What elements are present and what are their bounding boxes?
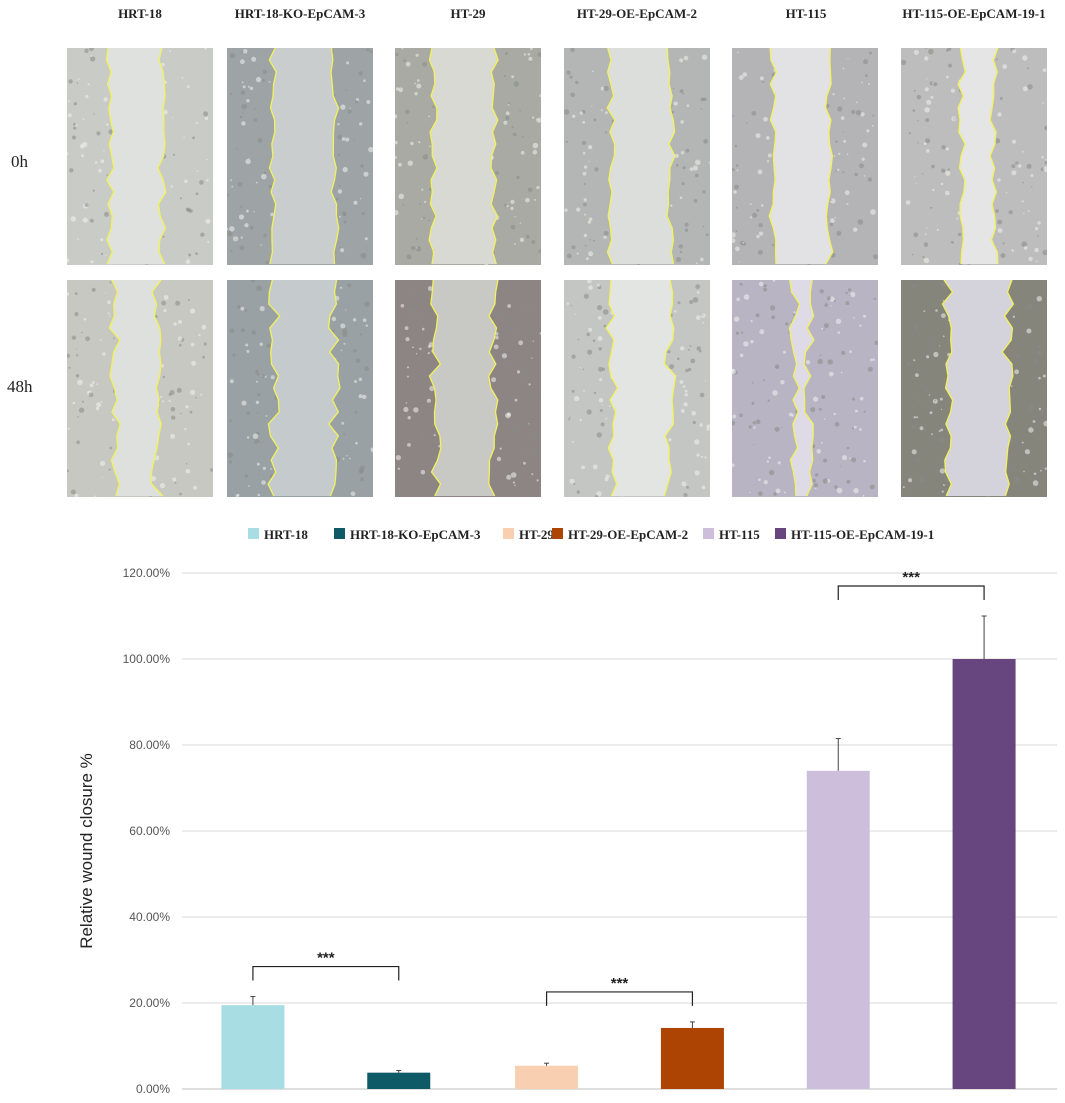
- legend-swatch: [503, 528, 514, 539]
- wound-edge-left: [105, 48, 115, 265]
- legend-label: HT-29: [519, 527, 554, 542]
- wound-edge-right: [157, 48, 167, 265]
- legend-item: HT-115: [703, 527, 760, 542]
- wound-edge-left: [428, 48, 438, 265]
- y-tick-label: 100.00%: [123, 652, 171, 666]
- row-label-0h: 0h: [11, 152, 28, 171]
- wound-edge-right: [663, 280, 677, 497]
- bar-1: [221, 1005, 285, 1089]
- y-tick-label: 40.00%: [129, 910, 170, 924]
- wound-edge-right: [666, 48, 676, 265]
- legend-label: HRT-18-KO-EpCAM-3: [350, 527, 481, 542]
- wound-edge-right: [330, 48, 340, 265]
- wound-edge-left: [267, 280, 281, 497]
- wound-edge-left: [957, 48, 966, 265]
- significance-label: ***: [611, 975, 629, 992]
- wound-edge-left: [605, 280, 619, 497]
- y-axis-title: Relative wound closure %: [77, 753, 96, 949]
- micrograph-0h-1: [67, 48, 213, 265]
- bar-6: [952, 659, 1016, 1089]
- legend-item: HRT-18-KO-EpCAM-3: [334, 527, 481, 542]
- micrograph-48h-3: [395, 280, 541, 497]
- micrograph-0h-6: [901, 48, 1047, 265]
- wound-edge-left: [108, 280, 122, 497]
- column-label-ht115-oe: HT-115-OE-EpCAM-19-1: [902, 6, 1046, 21]
- legend-label: HT-29-OE-EpCAM-2: [568, 527, 688, 542]
- wound-closure-bar-chart: HRT-18 HRT-18-KO-EpCAM-3 HT-29 HT-29-OE-EpC…: [77, 527, 1057, 1096]
- micrograph-48h-2: [227, 280, 373, 497]
- legend-swatch: [775, 528, 786, 539]
- legend-item: HRT-18: [248, 527, 308, 542]
- wound-edge-right: [1001, 280, 1015, 497]
- significance-label: ***: [317, 950, 335, 967]
- column-label-hrt18-ko: HRT-18-KO-EpCAM-3: [234, 6, 366, 21]
- micrograph-48h-1: [67, 280, 213, 497]
- micrograph-48h-6: [901, 280, 1047, 497]
- bar-5: [806, 770, 870, 1089]
- wound-edge-left: [268, 48, 277, 265]
- micrograph-48h-4: [564, 280, 710, 497]
- column-label-hrt18: HRT-18: [118, 6, 162, 21]
- row-label-48h: 48h: [7, 377, 33, 396]
- chart-legend: HRT-18 HRT-18-KO-EpCAM-3 HT-29 HT-29-OE-EpC…: [248, 527, 934, 542]
- wound-edge-left: [428, 280, 442, 497]
- bar-3: [515, 1065, 579, 1089]
- legend-swatch: [334, 528, 345, 539]
- y-tick-label: 0.00%: [136, 1082, 170, 1096]
- bar-2: [367, 1072, 431, 1089]
- wound-edge-right: [327, 280, 341, 497]
- column-label-ht29-oe: HT-29-OE-EpCAM-2: [576, 6, 698, 21]
- y-tick-label: 80.00%: [129, 738, 170, 752]
- wound-edge-right: [989, 48, 999, 265]
- y-tick-label: 60.00%: [129, 824, 170, 838]
- wound-edge-right: [150, 280, 164, 497]
- bar-4: [660, 1027, 724, 1089]
- wound-edge-left: [768, 48, 778, 265]
- wound-edge-right: [803, 280, 815, 497]
- micrograph-0h-3: [395, 48, 541, 265]
- micrograph-0h-2: [227, 48, 373, 265]
- y-tick-label: 20.00%: [129, 996, 170, 1010]
- significance-bracket: [252, 965, 400, 981]
- wound-edge-right: [824, 48, 834, 265]
- significance-bracket: [837, 585, 985, 600]
- legend-item: HT-29: [503, 527, 554, 542]
- legend-swatch: [248, 528, 259, 539]
- micrograph-0h-4: [564, 48, 710, 265]
- micrograph-0h-5: [732, 48, 878, 265]
- wound-edge-right: [488, 280, 499, 497]
- legend-swatch: [552, 528, 563, 539]
- column-label-ht115: HT-115: [785, 6, 827, 21]
- legend-label: HT-115-OE-EpCAM-19-1: [791, 527, 934, 542]
- wound-edge-left: [941, 280, 954, 497]
- legend-label: HRT-18: [264, 527, 308, 542]
- significance-bracket: [545, 991, 694, 1006]
- legend-swatch: [703, 528, 714, 539]
- legend-item: HT-29-OE-EpCAM-2: [552, 527, 688, 542]
- wound-edge-left: [606, 48, 616, 265]
- wound-edge-right: [490, 48, 499, 265]
- column-label-ht29: HT-29: [450, 6, 486, 21]
- significance-label: ***: [902, 569, 920, 586]
- micrograph-48h-5: [732, 280, 878, 497]
- wound-edge-left: [788, 280, 801, 497]
- y-tick-label: 120.00%: [123, 566, 171, 580]
- legend-label: HT-115: [719, 527, 760, 542]
- legend-item: HT-115-OE-EpCAM-19-1: [775, 527, 934, 542]
